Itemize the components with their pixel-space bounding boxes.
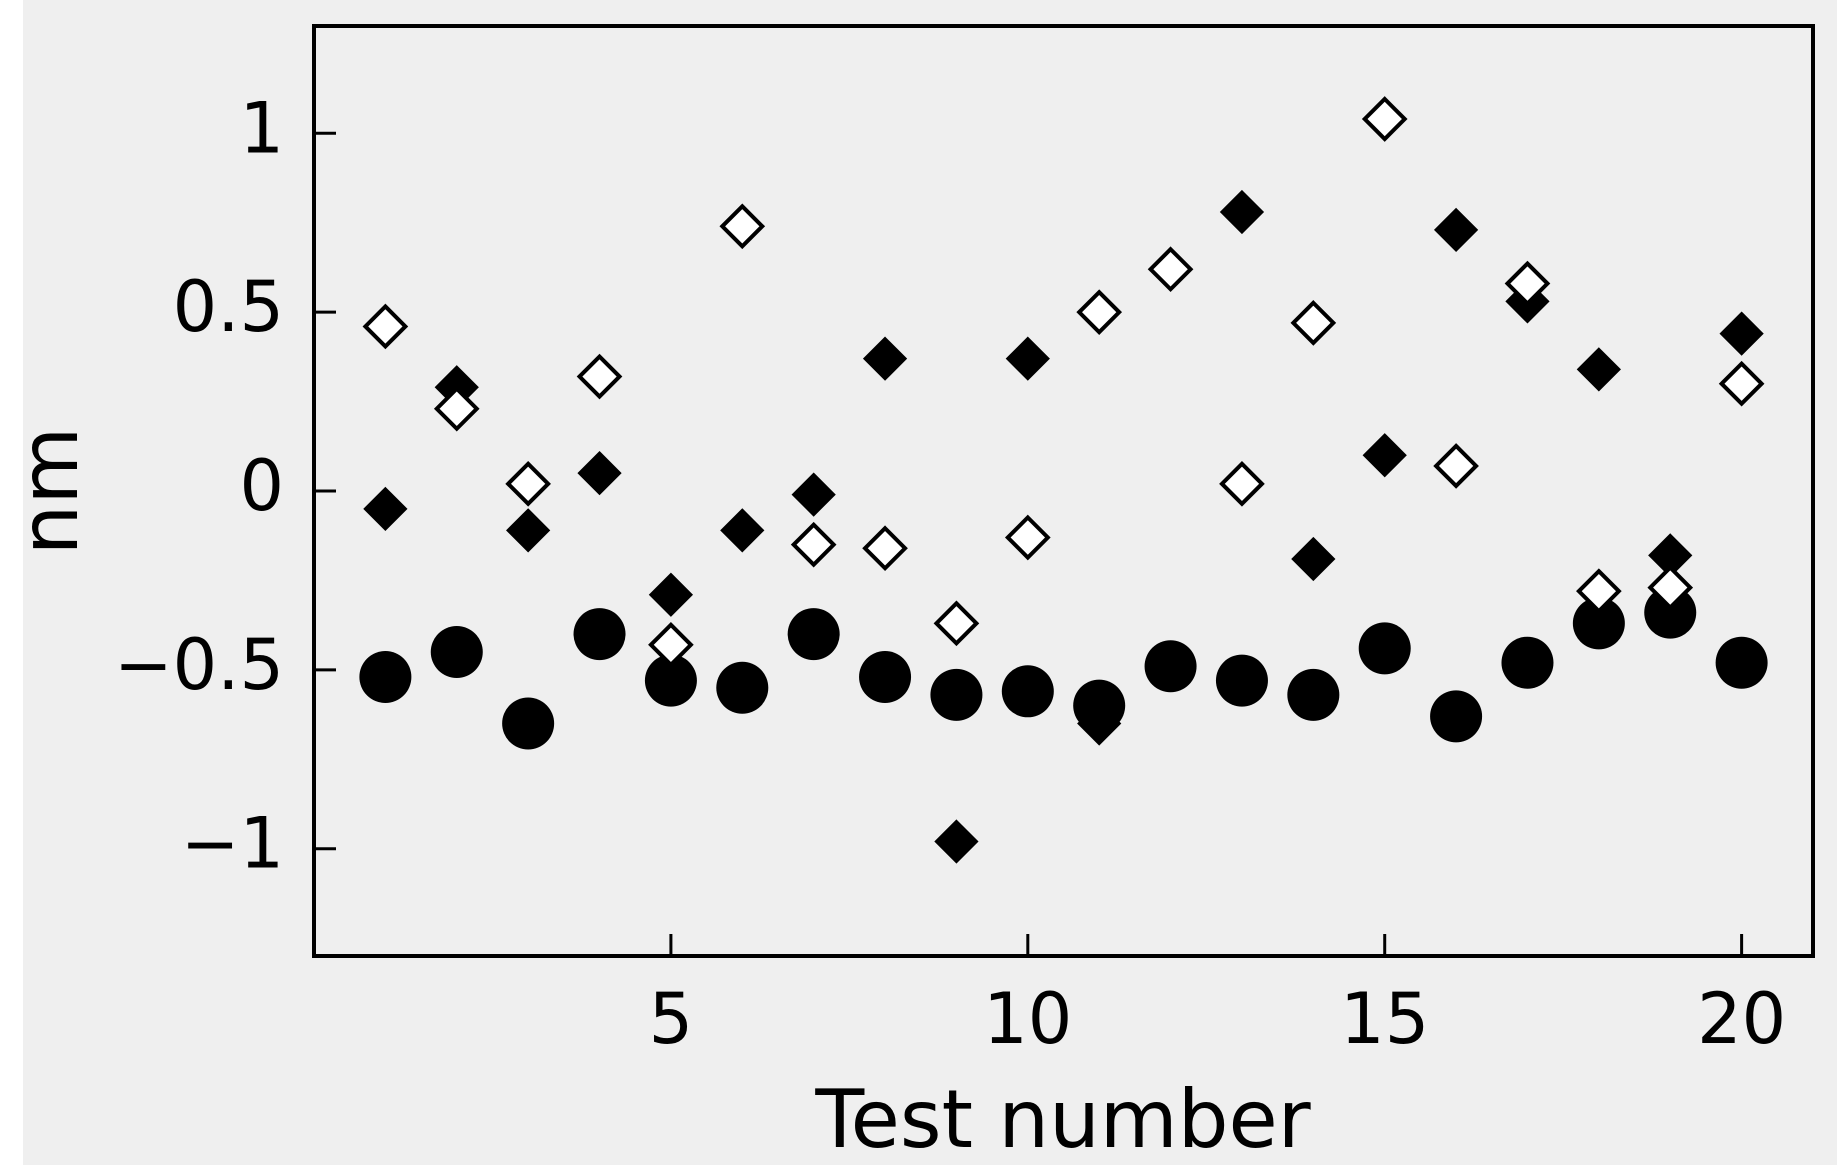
point	[433, 385, 480, 432]
point	[648, 572, 694, 617]
point	[1718, 360, 1765, 407]
point	[716, 661, 769, 714]
point	[1576, 347, 1621, 392]
point	[1715, 636, 1768, 689]
point	[933, 600, 980, 647]
point	[1001, 665, 1054, 718]
point	[648, 621, 694, 668]
y-tick-label: 0	[239, 445, 284, 527]
point	[719, 203, 766, 250]
point	[720, 508, 765, 553]
x-tick-label: 15	[1340, 978, 1429, 1060]
point	[934, 819, 979, 864]
point	[573, 608, 626, 661]
point	[1219, 461, 1265, 507]
point	[502, 697, 555, 750]
point	[644, 654, 697, 707]
point	[1572, 597, 1625, 650]
point	[790, 521, 837, 568]
point	[930, 668, 983, 721]
point	[505, 461, 551, 507]
point	[359, 651, 412, 703]
point	[1504, 260, 1551, 307]
x-axis-label: Test number	[814, 1073, 1310, 1166]
point	[1361, 96, 1408, 142]
point	[1501, 636, 1554, 689]
y-axis-label: nm	[3, 427, 96, 556]
point	[1004, 514, 1051, 561]
y-tick-label: 1	[239, 87, 284, 169]
y-tick-label: −0.5	[114, 624, 284, 706]
point	[1576, 568, 1622, 614]
point	[859, 651, 912, 703]
point	[1005, 336, 1050, 381]
y-tick-label: −1	[181, 803, 284, 885]
point	[506, 508, 551, 553]
x-tick-label: 20	[1697, 978, 1786, 1060]
point	[1358, 622, 1411, 675]
point	[1219, 189, 1265, 235]
point	[1430, 690, 1483, 743]
point	[1077, 701, 1122, 746]
point	[1433, 443, 1479, 489]
point	[1076, 289, 1123, 335]
point	[787, 608, 840, 661]
point	[430, 625, 483, 678]
point	[1362, 433, 1407, 478]
point	[862, 525, 908, 572]
point	[577, 450, 622, 496]
point	[1433, 207, 1479, 253]
point	[1644, 586, 1697, 639]
point	[363, 486, 408, 532]
point	[1290, 300, 1337, 346]
point	[1147, 246, 1194, 293]
x-tick-label: 5	[649, 978, 694, 1060]
x-tick-label: 10	[983, 978, 1072, 1060]
point	[791, 472, 836, 517]
point	[362, 303, 409, 350]
point	[862, 336, 908, 381]
background	[23, 0, 1837, 1165]
point	[1215, 654, 1268, 707]
point	[1647, 564, 1694, 611]
point	[576, 353, 623, 400]
point	[1291, 536, 1336, 582]
point	[1719, 311, 1764, 356]
point	[1287, 668, 1340, 721]
y-tick-label: 0.5	[173, 266, 284, 348]
point	[1148, 647, 1193, 692]
